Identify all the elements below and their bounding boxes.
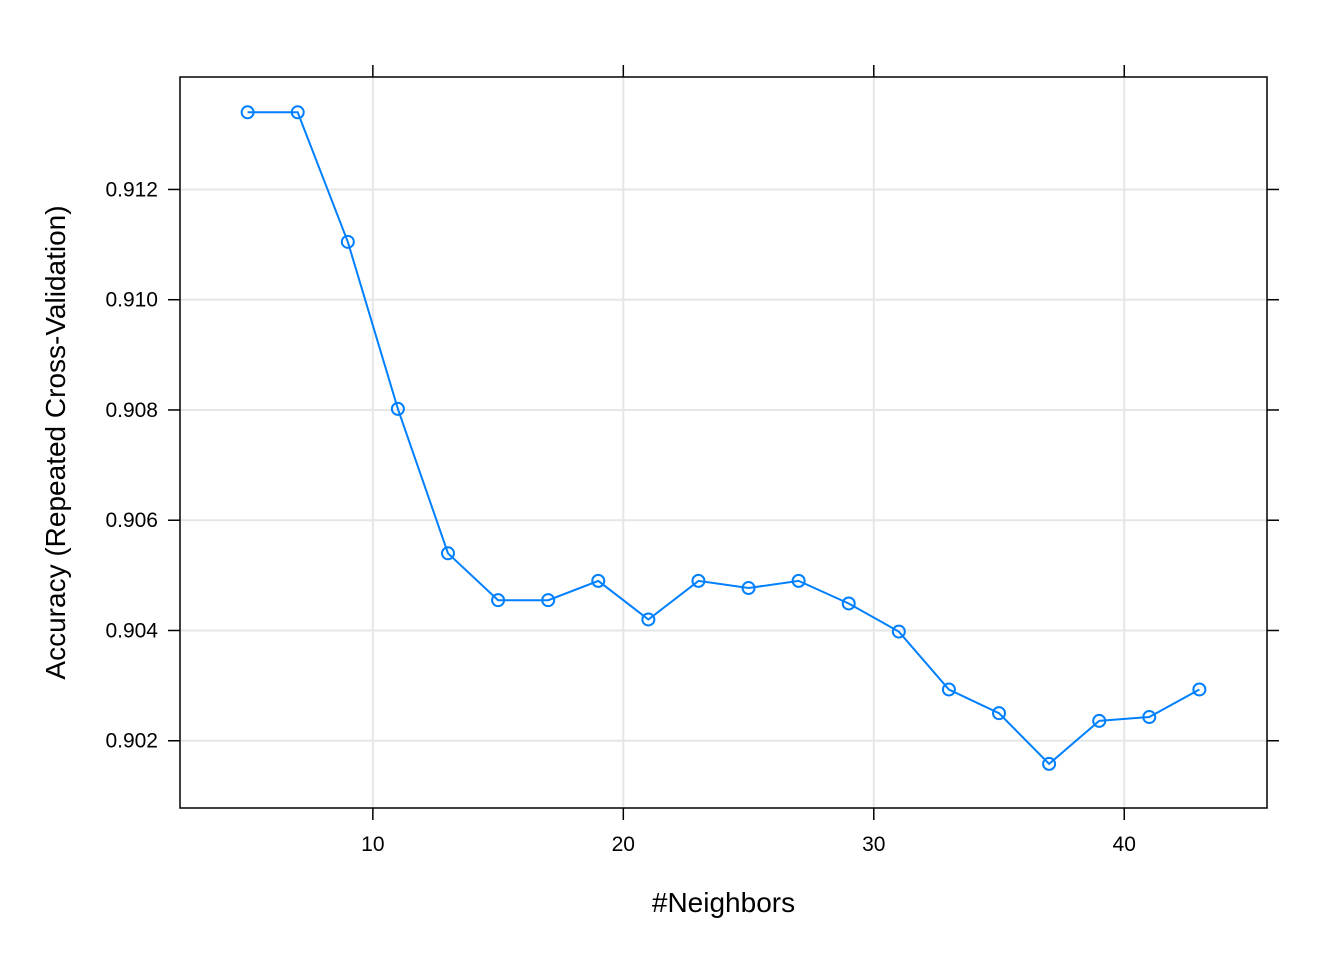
y-axis-title: Accuracy (Repeated Cross-Validation) (40, 205, 71, 679)
data-point (641, 612, 656, 627)
x-tick-label: 30 (862, 833, 885, 856)
x-tick-label: 40 (1113, 833, 1136, 856)
data-point (591, 573, 606, 588)
data-point (1042, 756, 1057, 771)
series-line (247, 111, 1200, 766)
y-tick-label: 0.906 (105, 509, 158, 532)
data-point (440, 546, 455, 561)
plot-frame (179, 76, 1268, 809)
data-point (841, 596, 856, 611)
y-tick-label: 0.910 (105, 289, 158, 312)
data-point (791, 573, 806, 588)
x-tick-label: 10 (361, 833, 384, 856)
x-tick-label: 20 (612, 833, 635, 856)
data-point (891, 624, 906, 639)
data-point (390, 401, 405, 416)
y-tick-label: 0.902 (105, 730, 158, 753)
data-series (240, 105, 1207, 771)
data-point (1092, 713, 1107, 728)
data-point (340, 234, 355, 249)
data-point (541, 593, 556, 608)
y-tick-label: 0.904 (105, 619, 158, 642)
y-tick-label: 0.908 (105, 399, 158, 422)
data-point (240, 105, 255, 120)
data-point (290, 105, 305, 120)
y-tick-label: 0.912 (105, 178, 158, 201)
data-point (1142, 710, 1157, 725)
data-point (1192, 682, 1207, 697)
x-axis-title: #Neighbors (652, 887, 795, 918)
axes: 10 20 30 40 0.902 0.904 0.906 0.908 0.910 0.912 (105, 65, 1279, 856)
data-point (992, 706, 1007, 721)
data-point (941, 682, 956, 697)
data-point (691, 573, 706, 588)
grid-lines (180, 77, 1267, 808)
data-point (491, 593, 506, 608)
data-point (741, 581, 756, 596)
